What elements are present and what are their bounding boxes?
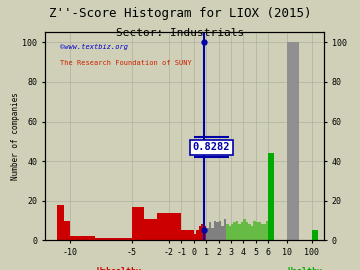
Text: Unhealthy: Unhealthy: [97, 267, 142, 270]
Bar: [263, 224, 266, 240]
Bar: [253, 221, 256, 240]
Bar: [287, 42, 299, 240]
Bar: [194, 234, 196, 240]
Bar: [234, 222, 236, 240]
Bar: [243, 218, 246, 240]
Bar: [268, 153, 274, 240]
Bar: [70, 236, 82, 240]
Bar: [132, 207, 144, 240]
Bar: [224, 218, 226, 240]
Bar: [266, 221, 268, 240]
Bar: [241, 222, 243, 240]
Bar: [57, 205, 64, 240]
Text: ©www.textbiz.org: ©www.textbiz.org: [60, 44, 129, 50]
Text: Healthy: Healthy: [287, 267, 322, 270]
Bar: [246, 222, 248, 240]
Bar: [199, 227, 201, 240]
Bar: [196, 230, 199, 240]
Bar: [144, 218, 157, 240]
Bar: [238, 224, 241, 240]
Bar: [206, 228, 209, 240]
Text: The Research Foundation of SUNY: The Research Foundation of SUNY: [60, 60, 192, 66]
Bar: [258, 222, 261, 240]
Bar: [251, 227, 253, 240]
Bar: [221, 227, 224, 240]
Bar: [82, 236, 95, 240]
Bar: [120, 238, 132, 240]
Bar: [211, 228, 213, 240]
Bar: [312, 230, 318, 240]
Bar: [256, 222, 258, 240]
Text: 0.8282: 0.8282: [193, 142, 230, 152]
Bar: [107, 238, 120, 240]
Bar: [209, 222, 211, 240]
Text: Z''-Score Histogram for LIOX (2015): Z''-Score Histogram for LIOX (2015): [49, 7, 311, 20]
Bar: [226, 224, 229, 240]
Bar: [219, 221, 221, 240]
Bar: [231, 224, 234, 240]
Bar: [95, 238, 107, 240]
Bar: [181, 230, 194, 240]
Bar: [157, 212, 169, 240]
Text: Sector: Industrials: Sector: Industrials: [116, 28, 244, 38]
Bar: [261, 224, 263, 240]
Bar: [229, 227, 231, 240]
Bar: [248, 224, 251, 240]
Y-axis label: Number of companies: Number of companies: [10, 92, 19, 180]
Bar: [169, 212, 181, 240]
Bar: [236, 221, 238, 240]
Bar: [216, 222, 219, 240]
Bar: [204, 227, 206, 240]
Bar: [201, 224, 204, 240]
Bar: [64, 221, 70, 240]
Bar: [213, 221, 216, 240]
